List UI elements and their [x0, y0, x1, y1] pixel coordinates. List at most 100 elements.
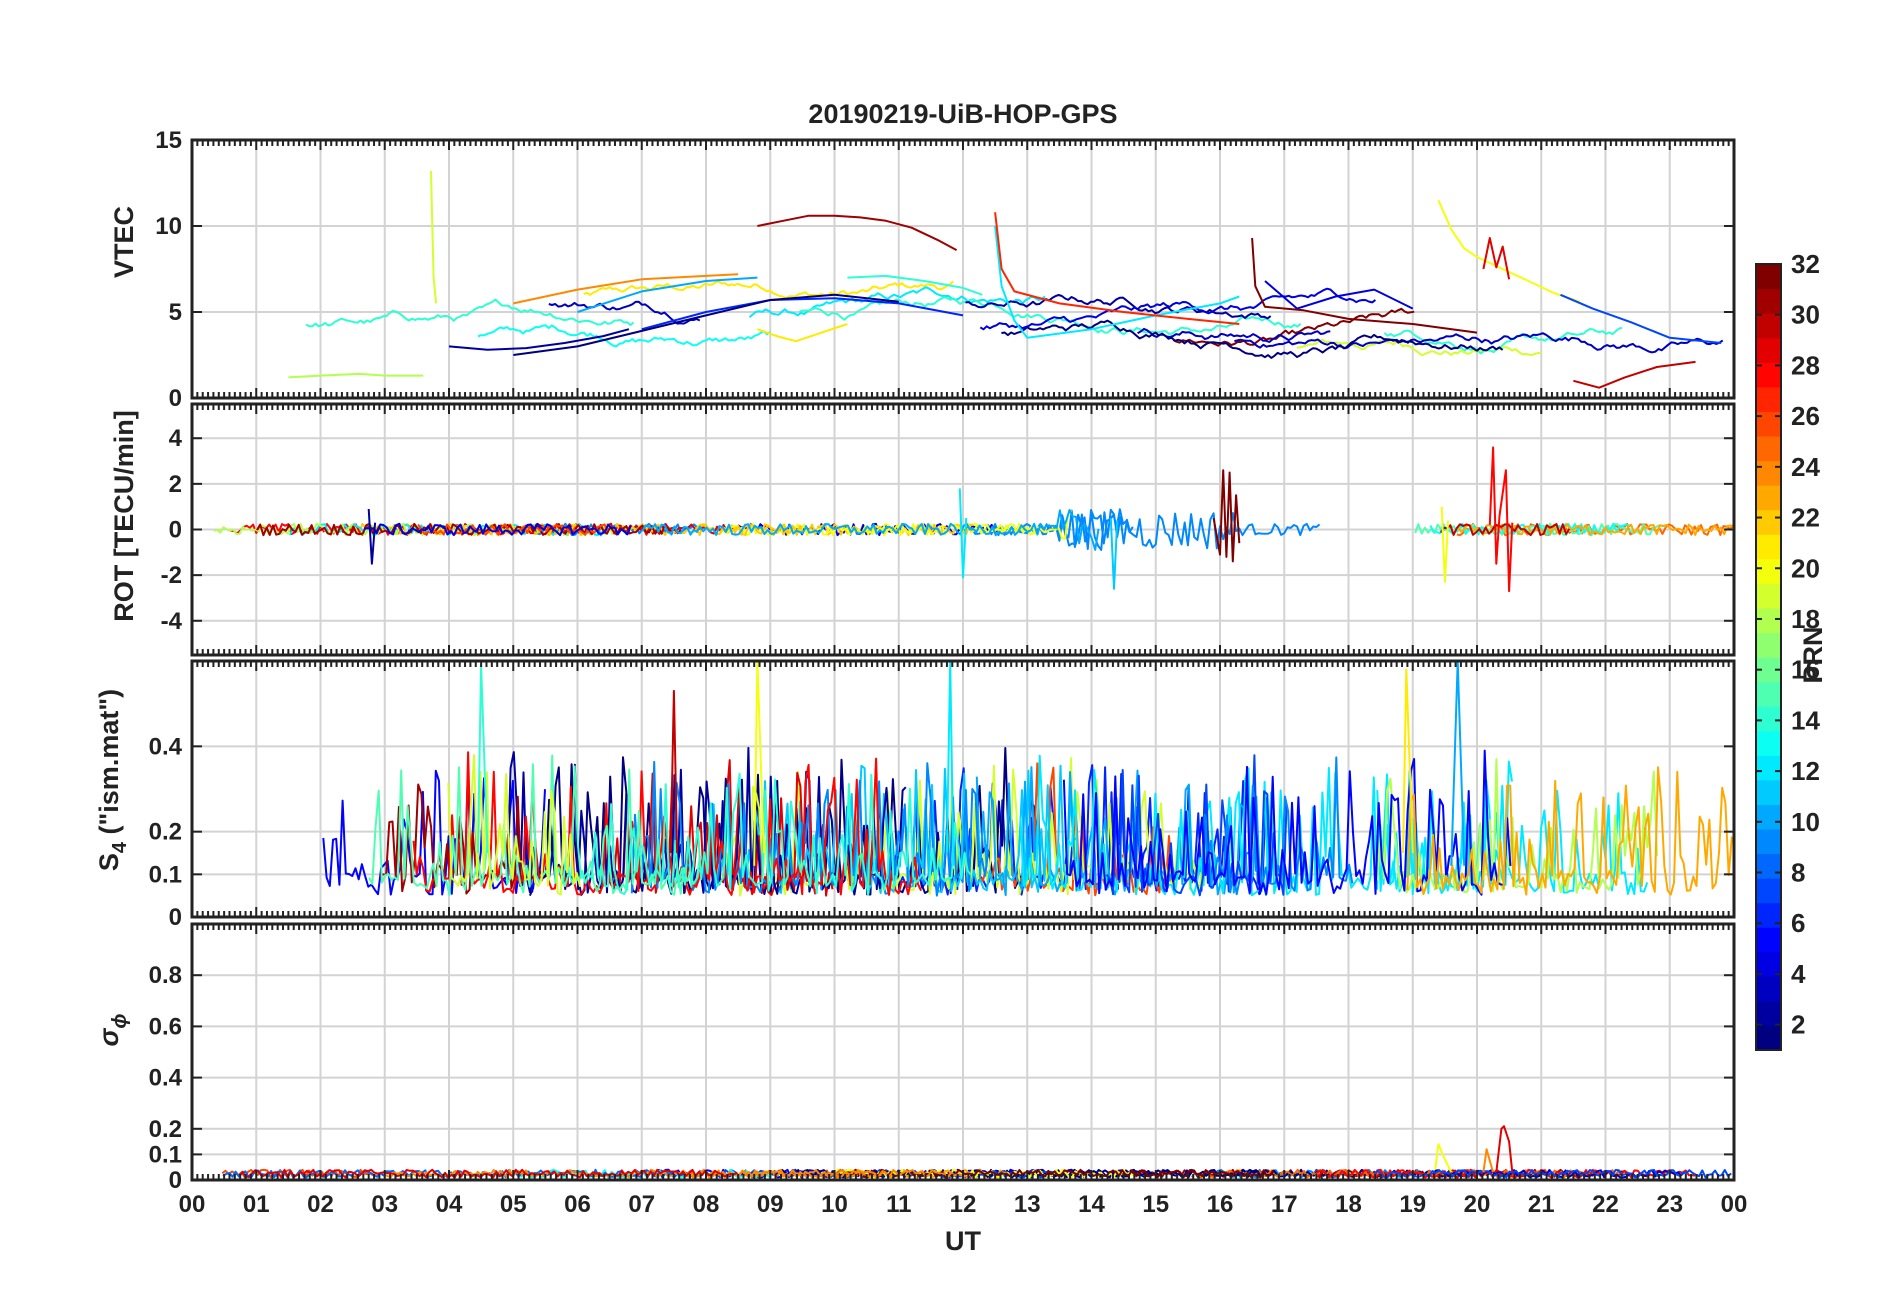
series-line [1109, 518, 1119, 590]
background-trace [1439, 523, 1571, 537]
background-trace [477, 324, 771, 348]
background-trace [1406, 766, 1733, 896]
colorbar-tick-label: 8 [1791, 858, 1805, 888]
colorbar-tick-label: 10 [1791, 807, 1820, 837]
series-line [847, 274, 983, 296]
colorbar-segment [1756, 632, 1781, 658]
background-trace [984, 508, 1321, 551]
colorbar-tick-label: 24 [1791, 452, 1820, 482]
background-trace [965, 294, 1272, 320]
colorbar-tick-label: 30 [1791, 300, 1820, 330]
background-trace [748, 286, 1046, 318]
colorbar-tick-label: 4 [1791, 959, 1806, 989]
x-tick-label: 10 [821, 1191, 848, 1218]
series-line [753, 661, 765, 866]
x-tick-label: 05 [500, 1191, 527, 1218]
series-line [577, 276, 758, 313]
x-tick-label: 00 [179, 1191, 206, 1218]
x-tick-label: 16 [1207, 1191, 1234, 1218]
series-line [1251, 237, 1478, 334]
series-line [1440, 506, 1450, 583]
series-line [757, 323, 848, 343]
x-tick-label: 19 [1399, 1191, 1426, 1218]
series-line [288, 372, 424, 379]
vtec-ylabel: VTEC [109, 206, 139, 278]
y-tick-label: 0.1 [149, 1141, 182, 1168]
colorbar-segment [1756, 607, 1781, 634]
y-tick-label: 0 [169, 1167, 182, 1194]
colorbar-tick-label: 14 [1791, 705, 1820, 735]
background-trace [1137, 327, 1331, 343]
x-tick-label: 18 [1335, 1191, 1362, 1218]
y-tick-label: 0 [169, 517, 182, 544]
background-trace [1172, 307, 1415, 347]
series-line [1482, 237, 1511, 280]
colorbar-segment [1756, 583, 1781, 609]
x-tick-label: 04 [436, 1191, 463, 1218]
colorbar-segment [1756, 288, 1781, 314]
background-trace [583, 280, 954, 300]
panel-vtec: 0 5 10 15 [155, 127, 1736, 412]
background-trace [238, 1168, 738, 1179]
series-line [1434, 1143, 1453, 1173]
series-line [1488, 446, 1514, 593]
colorbar-segment [1756, 1025, 1781, 1051]
x-tick-labels: 00 01 02 03 04 05 06 07 08 09 10 11 12 13 14 15 16 17 18 19… [179, 1191, 1748, 1218]
background-trace [561, 772, 972, 896]
x-tick-label: 12 [950, 1191, 977, 1218]
colorbar-tick-label: 2 [1791, 1010, 1805, 1040]
x-tick-label: 20 [1464, 1191, 1491, 1218]
series-line [1450, 661, 1466, 866]
colorbar-segment [1756, 927, 1781, 953]
y-tick-label: 0 [169, 904, 182, 931]
series-line [1212, 469, 1241, 563]
y-tick-label: 0.4 [149, 733, 183, 760]
series-line [945, 661, 955, 866]
colorbar-segment [1756, 1000, 1781, 1027]
y-tick-label: 15 [155, 127, 182, 154]
colorbar-segment [1756, 362, 1781, 388]
grid [192, 924, 1734, 1180]
y-tick-label: 0.8 [149, 962, 182, 989]
colorbar-segment [1756, 804, 1781, 830]
panel-s4: 0 0.1 0.2 0.4 [149, 659, 1736, 931]
series-line [513, 293, 899, 356]
y-tick-label: 4 [169, 425, 183, 452]
y-tick-label: 2 [169, 471, 182, 498]
series-line [367, 508, 377, 565]
y-tick-label: 10 [155, 213, 182, 240]
background-trace [305, 298, 635, 328]
colorbar-tick-label: 28 [1791, 350, 1820, 380]
x-tick-label: 21 [1528, 1191, 1555, 1218]
x-tick-label: 09 [757, 1191, 784, 1218]
background-trace [1062, 749, 1512, 896]
x-tick-label: 03 [371, 1191, 398, 1218]
colorbar-segment [1756, 681, 1781, 707]
colorbar-tick-label: 16 [1791, 655, 1820, 685]
series-line [958, 488, 968, 579]
colorbar-segment [1756, 828, 1781, 855]
series-line [448, 328, 630, 351]
series-line [757, 214, 958, 251]
background-trace [447, 754, 582, 896]
colorbar-tick-label: 32 [1791, 249, 1820, 279]
x-tick-label: 08 [693, 1191, 720, 1218]
y-tick-label: 0.2 [149, 1116, 182, 1143]
y-tick-label: 0.4 [149, 1065, 183, 1092]
x-tick-label: 11 [886, 1191, 911, 1218]
series-line [1402, 668, 1414, 854]
colorbar-tick-label: 6 [1791, 908, 1805, 938]
rot-ylabel: ROT [TECU/min] [109, 410, 139, 621]
colorbar-segment [1756, 853, 1781, 879]
chart-title: 20190219-UiB-HOP-GPS [808, 99, 1117, 129]
series-line [1437, 199, 1581, 303]
background-trace [979, 287, 1377, 331]
x-tick-label: 17 [1271, 1191, 1298, 1218]
colorbar-segment [1756, 509, 1781, 535]
colorbar-segment [1756, 435, 1781, 462]
y-tick-label: 0.6 [149, 1013, 182, 1040]
background-trace [1001, 319, 1504, 359]
colorbar-segment [1756, 755, 1781, 781]
